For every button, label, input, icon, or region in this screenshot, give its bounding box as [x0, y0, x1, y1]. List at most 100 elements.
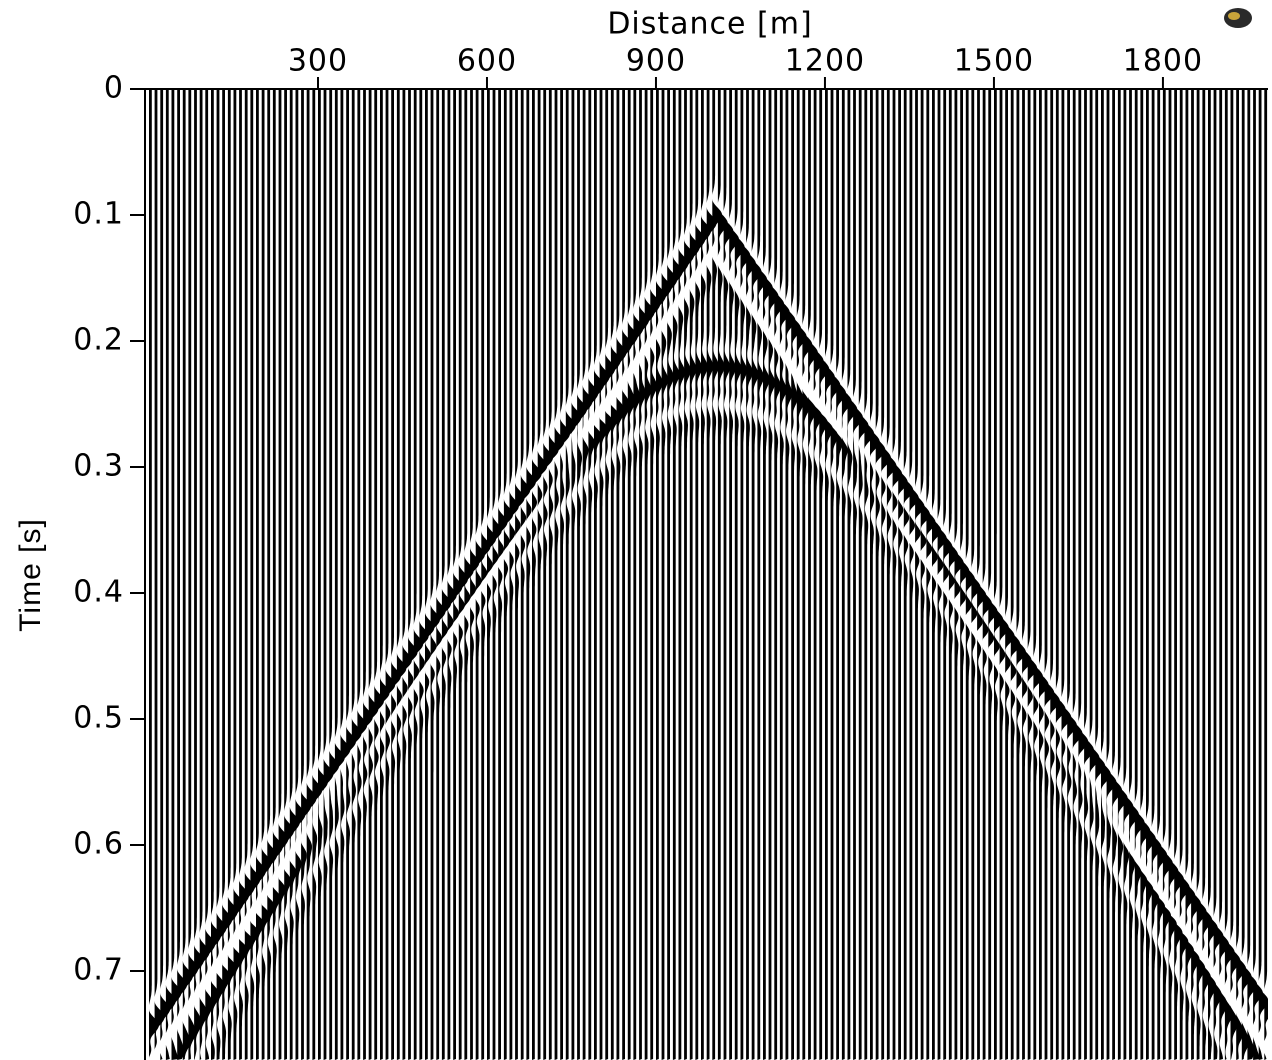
- trace: [492, 89, 502, 1060]
- trace: [436, 89, 446, 1060]
- trace: [306, 89, 317, 1060]
- trace: [870, 89, 880, 1060]
- trace: [684, 89, 694, 1060]
- trace: [971, 89, 981, 1060]
- trace: [565, 89, 576, 1060]
- trace: [616, 89, 627, 1060]
- trace: [943, 89, 953, 1060]
- trace: [1236, 89, 1246, 1060]
- trace: [171, 89, 182, 1060]
- y-tick-label: 0: [104, 71, 124, 106]
- trace: [667, 89, 677, 1060]
- trace: [1078, 89, 1089, 1060]
- trace: [892, 89, 902, 1060]
- trace: [487, 89, 497, 1060]
- trace: [881, 89, 891, 1060]
- trace: [706, 89, 717, 1060]
- trace: [988, 89, 998, 1060]
- trace: [537, 89, 548, 1060]
- trace: [256, 89, 266, 1060]
- trace: [858, 89, 869, 1060]
- trace: [458, 89, 468, 1060]
- trace: [1208, 89, 1218, 1060]
- trace: [526, 89, 536, 1060]
- trace: [875, 89, 886, 1060]
- trace: [656, 89, 666, 1060]
- y-tick-label: 0.3: [73, 449, 124, 484]
- trace: [1162, 89, 1173, 1060]
- trace: [1140, 89, 1151, 1060]
- trace: [453, 89, 463, 1060]
- trace: [650, 89, 661, 1060]
- trace: [1106, 89, 1117, 1060]
- trace: [154, 89, 165, 1060]
- trace: [1010, 89, 1021, 1060]
- x-axis-title: Distance [m]: [607, 7, 812, 42]
- trace: [1224, 89, 1235, 1060]
- trace: [1230, 89, 1241, 1060]
- trace: [796, 89, 807, 1060]
- trace: [1196, 89, 1207, 1060]
- trace: [419, 89, 429, 1060]
- logo: [1224, 8, 1252, 28]
- trace: [503, 89, 514, 1060]
- trace: [898, 89, 908, 1060]
- y-tick-label: 0.6: [73, 827, 124, 862]
- trace: [965, 89, 975, 1060]
- trace: [239, 89, 249, 1060]
- trace: [385, 89, 396, 1060]
- trace: [211, 89, 221, 1060]
- trace: [244, 89, 255, 1060]
- trace: [543, 89, 553, 1060]
- trace: [498, 89, 508, 1060]
- trace: [909, 89, 919, 1060]
- trace: [1039, 89, 1049, 1060]
- trace: [357, 89, 368, 1060]
- trace: [363, 89, 373, 1060]
- trace: [289, 89, 300, 1060]
- trace: [160, 89, 171, 1060]
- trace: [165, 89, 176, 1060]
- trace: [672, 89, 683, 1060]
- trace: [622, 89, 632, 1060]
- x-tick-label: 1200: [785, 44, 865, 79]
- trace: [532, 89, 542, 1060]
- trace: [695, 89, 706, 1060]
- trace: [233, 89, 244, 1060]
- trace: [1033, 89, 1043, 1060]
- trace: [560, 89, 570, 1060]
- trace: [915, 89, 925, 1060]
- trace: [920, 89, 930, 1060]
- trace: [982, 89, 992, 1060]
- trace: [1247, 89, 1258, 1060]
- trace: [1112, 89, 1122, 1060]
- x-tick-label: 300: [288, 44, 348, 79]
- trace: [1202, 89, 1213, 1060]
- trace: [954, 89, 964, 1060]
- trace: [948, 89, 959, 1060]
- trace: [768, 89, 779, 1060]
- trace: [1061, 89, 1072, 1060]
- trace: [554, 89, 565, 1060]
- trace: [413, 89, 424, 1060]
- trace: [374, 89, 384, 1060]
- trace: [729, 89, 739, 1060]
- trace: [340, 89, 351, 1060]
- trace: [1101, 89, 1111, 1060]
- trace: [261, 89, 272, 1060]
- y-tick-label: 0.5: [73, 701, 124, 736]
- trace: [774, 89, 785, 1060]
- y-tick-label: 0.4: [73, 575, 124, 610]
- trace: [577, 89, 587, 1060]
- trace: [227, 89, 238, 1060]
- trace: [216, 89, 227, 1060]
- trace: [351, 89, 362, 1060]
- trace: [757, 89, 768, 1060]
- trace: [177, 89, 187, 1060]
- trace: [391, 89, 401, 1060]
- x-tick-label: 1800: [1123, 44, 1203, 79]
- trace: [402, 89, 412, 1060]
- trace: [847, 89, 858, 1060]
- trace: [1264, 89, 1268, 1060]
- trace: [475, 89, 485, 1060]
